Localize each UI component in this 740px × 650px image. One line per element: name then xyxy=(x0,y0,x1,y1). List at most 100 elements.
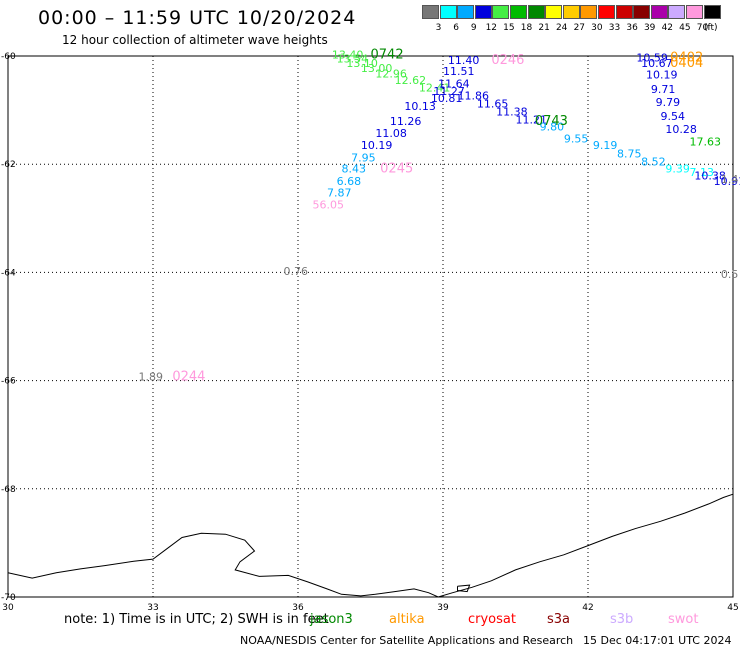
wave-height-value: 8.75 xyxy=(617,148,642,161)
wave-height-value: 11.40 xyxy=(448,54,480,67)
wave-height-value: 9.19 xyxy=(593,139,618,152)
scale-swatch xyxy=(474,5,492,19)
wave-height-value: 10.19 xyxy=(361,139,393,152)
pass-time-label: 0246 xyxy=(491,53,524,68)
wave-height-value: 11.26 xyxy=(390,115,422,128)
wave-height-value: 7.13 xyxy=(690,166,715,179)
wave-height-value: 11.27 xyxy=(433,85,465,98)
scale-swatch xyxy=(650,5,668,19)
latitude-tick-label: -60 xyxy=(1,52,16,62)
wave-height-value: 12.41 xyxy=(419,82,451,95)
scale-label: 9 xyxy=(470,23,477,33)
scale-label: 21 xyxy=(538,23,550,33)
latitude-tick-label: -70 xyxy=(1,593,16,603)
wave-height-value: 1.4 xyxy=(721,173,739,186)
satellite-legend-s3a: s3a xyxy=(547,612,571,627)
scale-swatch xyxy=(510,5,527,19)
wave-height-value: 17.63 xyxy=(690,135,722,148)
wave-height-value: 9.79 xyxy=(656,96,681,109)
scale-unit-label: (ft) xyxy=(704,23,718,33)
scale-swatch xyxy=(668,5,686,19)
coastline-layer xyxy=(7,493,734,598)
scale-swatch xyxy=(598,5,615,19)
antarctic-coastline xyxy=(7,493,734,598)
scale-label: 45 xyxy=(679,23,691,33)
wave-height-value: 10.67 xyxy=(641,57,673,70)
scale-label: 18 xyxy=(520,23,533,33)
scale-label: 3 xyxy=(435,23,442,33)
wave-height-value: 11.21 xyxy=(516,114,548,127)
wave-height-value: 10.28 xyxy=(665,123,697,136)
footnote-text: note: 1) Time is in UTC; 2) SWH is in fe… xyxy=(64,612,329,627)
map-ticks: 30 33 36 39 42 45 -60 -62 -64 -66 -68 -70 xyxy=(1,52,739,613)
scale-swatch xyxy=(562,5,580,19)
wave-height-value: 13.54 xyxy=(337,52,369,65)
wave-height-value: 11.51 xyxy=(443,65,475,78)
wave-height-value: 10.91 xyxy=(714,175,740,188)
satellite-legend-altika: altika xyxy=(389,612,425,627)
wave-height-value: 11.86 xyxy=(458,89,490,102)
wave-height-value: 11.38 xyxy=(496,106,527,119)
longitude-tick-label: 36 xyxy=(292,603,304,613)
scale-swatch xyxy=(615,5,633,19)
wave-height-value: 9.54 xyxy=(661,110,686,123)
wave-height-value: 10.19 xyxy=(646,69,678,82)
scale-swatch xyxy=(633,5,651,19)
wave-height-value: 11.08 xyxy=(375,127,407,140)
wave-height-value: 1.89 xyxy=(139,371,164,384)
scale-label: 15 xyxy=(503,23,515,33)
satellite-legend-swot: swot xyxy=(668,612,699,627)
scale-swatch xyxy=(580,5,598,19)
pass-time-label: 0404 xyxy=(670,56,703,71)
wave-height-value: 9.80 xyxy=(540,121,565,134)
latitude-tick-label: -68 xyxy=(1,485,16,495)
scale-label: 27 xyxy=(573,23,586,33)
satellite-legend-jason3: jason3 xyxy=(310,612,353,627)
wave-height-value: 11.65 xyxy=(477,97,509,110)
scale-label: 6 xyxy=(453,23,459,33)
wave-height-value: 7.95 xyxy=(351,151,376,164)
scale-label: 42 xyxy=(661,23,674,33)
latitude-tick-label: -64 xyxy=(1,268,16,278)
scale-swatch xyxy=(703,5,721,19)
wave-height-value: 0.76 xyxy=(284,265,309,278)
wave-height-value: 6.68 xyxy=(337,175,362,188)
scale-label: 36 xyxy=(626,23,638,33)
scale-label: 39 xyxy=(643,23,656,33)
pass-time-label: 0402 xyxy=(670,50,703,65)
pass-time-label: 0245 xyxy=(380,161,413,176)
wave-height-value: 8.43 xyxy=(342,162,367,175)
scale-label: 33 xyxy=(608,23,621,33)
wave-height-value: 10.38 xyxy=(694,169,726,182)
pass-time-label: 0742 xyxy=(371,48,404,63)
scale-label: 24 xyxy=(555,23,568,33)
map-frame xyxy=(7,55,734,598)
longitude-tick-label: 42 xyxy=(582,603,593,613)
scale-swatch xyxy=(527,5,545,19)
wave-height-value: 12.96 xyxy=(375,68,407,81)
scale-label: 30 xyxy=(591,23,603,33)
wave-height-value: 9.39 xyxy=(665,162,690,175)
wave-height-value: 13.00 xyxy=(361,62,393,75)
wave-height-value: 56.05 xyxy=(313,199,345,212)
longitude-tick-label: 45 xyxy=(727,603,738,613)
longitude-tick-label: 39 xyxy=(437,603,449,613)
map-grid xyxy=(7,55,734,598)
scale-swatch xyxy=(686,5,703,19)
scale-label: 12 xyxy=(485,23,498,33)
generation-timestamp: 15 Dec 04:17:01 UTC 2024 xyxy=(583,634,732,647)
wave-height-value: 12.62 xyxy=(395,74,427,87)
wave-height-value: 10.13 xyxy=(404,100,436,113)
pass-time-label: 0244 xyxy=(172,370,205,385)
wave-height-value: 9.71 xyxy=(651,83,676,96)
latitude-tick-label: -66 xyxy=(1,377,16,387)
wave-height-value: 11.64 xyxy=(438,77,470,90)
coastal-island xyxy=(457,584,471,593)
wave-height-value: 13.40 xyxy=(332,49,364,62)
scale-swatch xyxy=(439,5,457,19)
scale-label: 70 xyxy=(696,23,709,33)
satellite-legend-cryosat: cryosat xyxy=(468,612,516,627)
page-title: 00:00 – 11:59 UTC 10/20/2024 xyxy=(38,7,357,29)
page-subtitle: 12 hour collection of altimeter wave hei… xyxy=(62,33,328,47)
